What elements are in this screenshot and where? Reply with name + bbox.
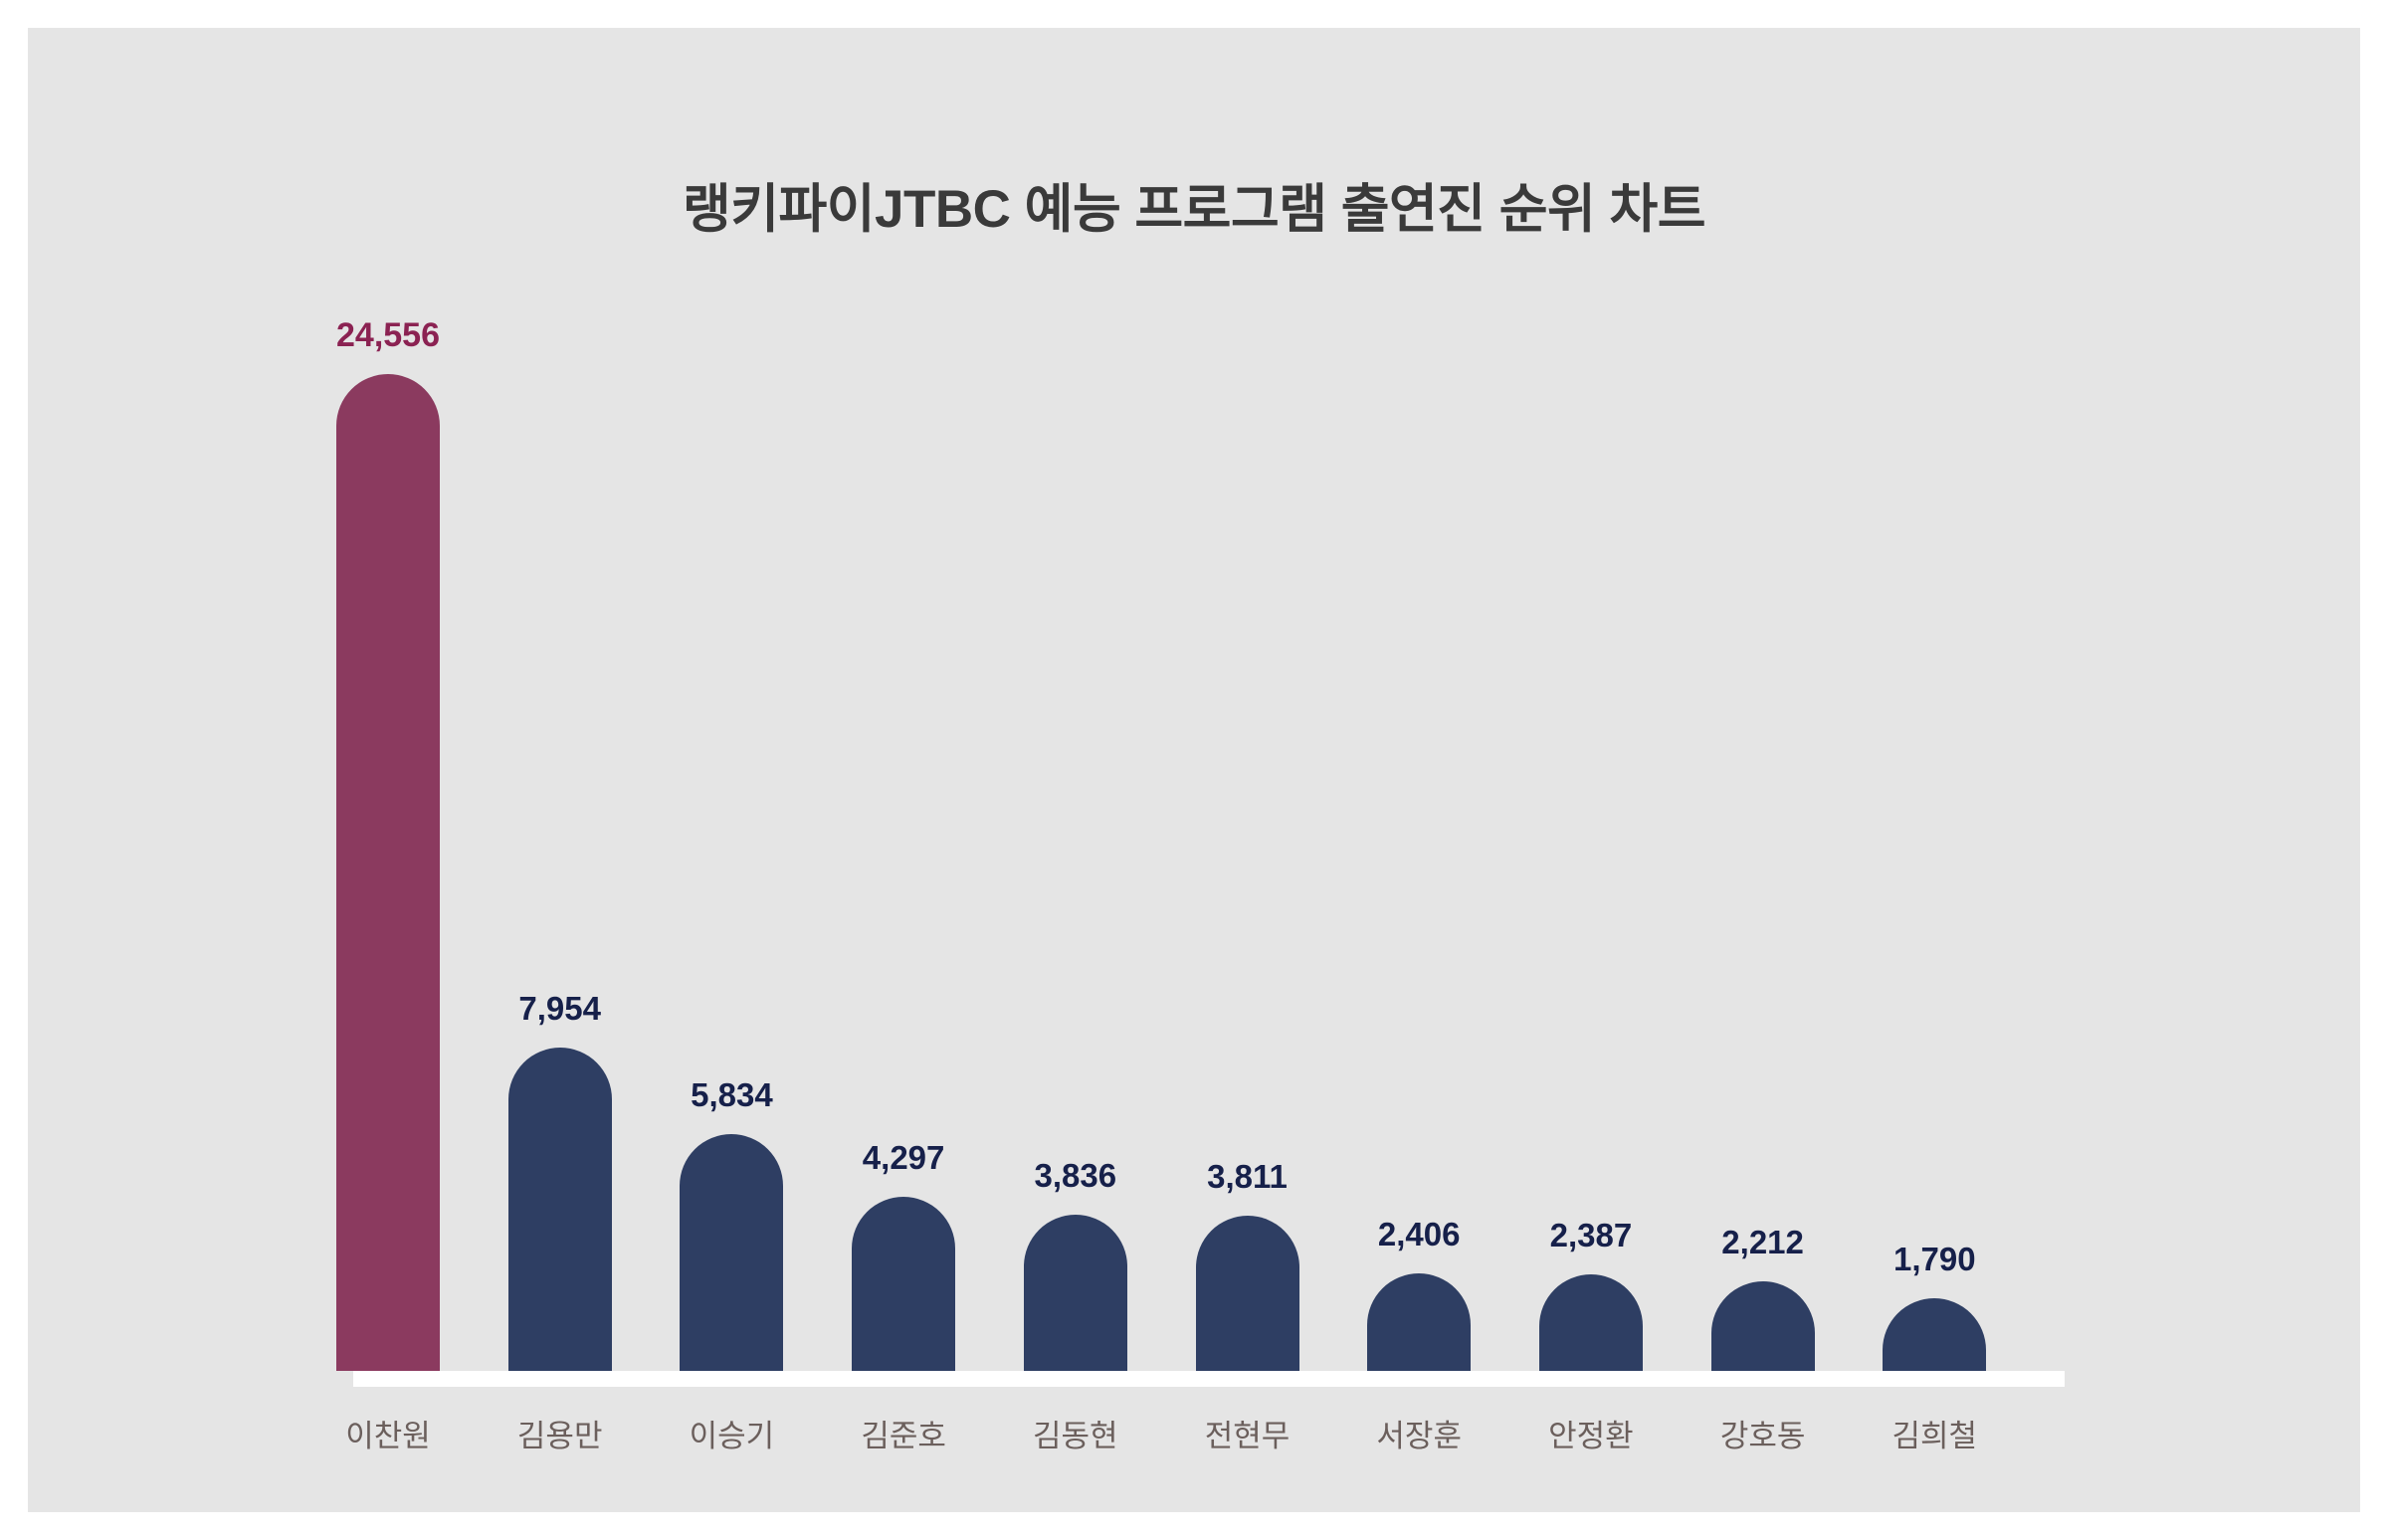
chart-title: 랭키파이JTBC 예능 프로그램 출연진 순위 차트 xyxy=(683,180,1705,239)
bar[interactable] xyxy=(852,1196,956,1371)
bar-category-label: 김용만 xyxy=(516,1419,603,1453)
plot-area: 24,556 이찬원 7,954 김용만 5,834 이승기 4,297 김준호 3,836 김동… xyxy=(28,28,2360,1512)
bar-value-label: 24,556 xyxy=(336,316,440,354)
bar-category-label: 김동현 xyxy=(1033,1419,1118,1453)
bar-value-label: 2,406 xyxy=(1377,1215,1461,1252)
bar-group[interactable]: 4,297 김준호 xyxy=(814,28,993,1512)
bar-group[interactable]: 2,387 안정환 xyxy=(1501,28,1681,1512)
bar-value-label: 2,212 xyxy=(1721,1223,1804,1260)
bar-category-label: 김준호 xyxy=(861,1419,946,1453)
bar-value-label: 3,811 xyxy=(1207,1158,1288,1196)
bar[interactable] xyxy=(507,1048,612,1371)
bar-category-label: 안정환 xyxy=(1548,1419,1634,1453)
x-axis-baseline xyxy=(353,1371,2065,1387)
bar-group[interactable]: 7,954 김용만 xyxy=(471,28,650,1512)
bar[interactable] xyxy=(1710,1280,1815,1371)
bar-value-label: 1,790 xyxy=(1893,1240,1976,1277)
chart-panel: 랭키파이JTBC 예능 프로그램 출연진 순위 차트 24,556 이찬원 7,95… xyxy=(28,28,2360,1512)
bar-group[interactable]: 2,406 서장훈 xyxy=(1329,28,1508,1512)
bar[interactable] xyxy=(680,1133,784,1371)
bar-category-label: 강호동 xyxy=(1719,1419,1806,1453)
bar[interactable] xyxy=(1367,1272,1472,1371)
bar-category-label: 서장훈 xyxy=(1376,1419,1462,1453)
bar-value-label: 4,297 xyxy=(862,1138,945,1176)
bar-value-label: 7,954 xyxy=(518,990,601,1028)
bar[interactable] xyxy=(1195,1216,1299,1371)
bar-category-label: 전현무 xyxy=(1204,1419,1291,1453)
bar[interactable] xyxy=(1883,1297,1987,1371)
bar-value-label: 2,387 xyxy=(1549,1216,1633,1253)
bar-group[interactable]: 5,834 이승기 xyxy=(642,28,821,1512)
bar-group[interactable]: 24,556 이찬원 xyxy=(298,28,478,1512)
bar-value-label: 3,836 xyxy=(1034,1157,1117,1195)
bar[interactable] xyxy=(1023,1215,1127,1371)
bar-group[interactable]: 2,212 강호동 xyxy=(1674,28,1853,1512)
bar-group[interactable]: 3,836 김동현 xyxy=(986,28,1165,1512)
bar-category-label: 이찬원 xyxy=(345,1419,431,1453)
bar-category-label: 김희철 xyxy=(1891,1419,1978,1453)
bar[interactable] xyxy=(1538,1273,1643,1371)
bar-category-label: 이승기 xyxy=(689,1419,775,1453)
bar[interactable] xyxy=(336,374,440,1371)
bar-value-label: 5,834 xyxy=(691,1075,773,1113)
bar-group[interactable]: 3,811 전현무 xyxy=(1158,28,1337,1512)
bar-group[interactable]: 1,790 김희철 xyxy=(1845,28,2024,1512)
